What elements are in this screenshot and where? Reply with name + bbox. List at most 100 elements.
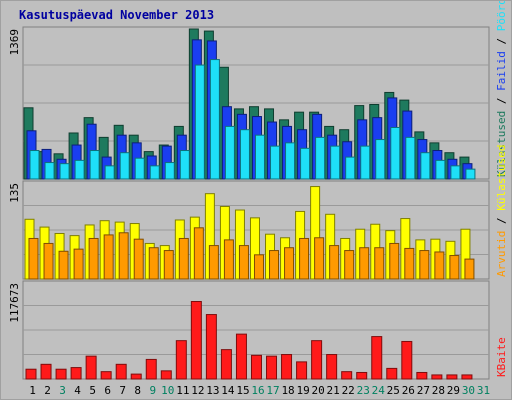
top-bar-series3-day17 — [270, 145, 281, 180]
middle-panel: 135 Arvutid / Külastused — [8, 145, 508, 280]
top-side-label-part: Failid — [495, 51, 508, 91]
chart-title: Kasutuspäevad November 2013 — [19, 8, 214, 22]
top-bar-series3-day2 — [44, 162, 55, 180]
middle-bar-series2-day21 — [329, 245, 340, 280]
top-bar-series3-day25 — [390, 127, 401, 180]
middle-bar-series2-day22 — [344, 250, 355, 280]
x-tick-label-22: 22 — [342, 384, 355, 397]
top-bar-series3-day19 — [300, 147, 311, 180]
middle-bar-series2-day10 — [163, 250, 174, 280]
top-bar-series3-day3 — [59, 163, 70, 180]
top-bar-series3-day8 — [134, 157, 145, 180]
x-tick-label-2: 2 — [44, 384, 51, 397]
x-tick-label-27: 27 — [417, 384, 430, 397]
x-tick-label-8: 8 — [134, 384, 141, 397]
x-tick-label-6: 6 — [104, 384, 111, 397]
top-side-label-part: Pöördumised — [495, 1, 508, 31]
x-tick-label-13: 13 — [206, 384, 219, 397]
x-tick-label-21: 21 — [327, 384, 340, 397]
x-tick-label-10: 10 — [161, 384, 174, 397]
bottom-bar-series1-day14 — [220, 349, 232, 380]
x-tick-label-1: 1 — [29, 384, 36, 397]
x-tick-label-26: 26 — [402, 384, 415, 397]
bottom-bar-series1-day26 — [401, 340, 413, 380]
x-tick-label-24: 24 — [372, 384, 386, 397]
bottom-bar-series1-day15 — [235, 333, 247, 380]
top-bar-series3-day26 — [405, 136, 416, 180]
middle-side-label-part: Külastused — [495, 145, 508, 211]
bottom-bar-series1-day4 — [70, 367, 82, 380]
x-tick-label-14: 14 — [221, 384, 235, 397]
bottom-bar-series1-day11 — [175, 340, 187, 380]
middle-bar-series2-day1 — [28, 237, 39, 280]
top-bar-series3-day13 — [209, 59, 220, 180]
x-tick-label-17: 17 — [266, 384, 279, 397]
middle-bar-series2-day13 — [208, 245, 219, 280]
bottom-bar-series1-day5 — [85, 355, 97, 380]
x-axis-labels: 1 2 3 4 5 6 7 8 9 10 11 12 13 14 15 16 17 18 19 20 21 22 23 24 2… — [29, 384, 490, 397]
bottom-bar-series1-day29 — [446, 374, 458, 380]
middle-bar-series2-day2 — [43, 242, 54, 280]
bottom-ymax-label: 117673 — [8, 283, 21, 323]
middle-bar-series2-day30 — [464, 258, 475, 280]
x-tick-label-29: 29 — [447, 384, 460, 397]
bottom-bar-series1-day19 — [296, 361, 308, 380]
bottom-panel: 117673 KBaite — [8, 280, 508, 380]
middle-bar-series2-day26 — [404, 247, 415, 280]
x-tick-label-18: 18 — [281, 384, 294, 397]
bottom-bar-series1-day12 — [190, 300, 202, 380]
x-tick-label-31: 31 — [477, 384, 490, 397]
bottom-side-label-part: KBaite — [495, 337, 508, 377]
top-bar-series3-day28 — [435, 159, 446, 180]
middle-bar-series2-day14 — [223, 239, 234, 280]
bottom-bar-series1-day17 — [266, 355, 278, 380]
bottom-bar-series1-day9 — [145, 358, 157, 380]
x-tick-label-16: 16 — [251, 384, 264, 397]
bottom-bar-series1-day7 — [115, 363, 127, 380]
top-bar-series3-day14 — [224, 125, 235, 180]
top-bar-series3-day9 — [149, 165, 160, 180]
middle-bar-series2-day27 — [419, 250, 430, 280]
middle-bar-series2-day3 — [58, 250, 69, 280]
top-bar-series3-day6 — [104, 165, 115, 180]
bottom-bar-series1-day27 — [416, 371, 428, 380]
x-tick-label-4: 4 — [74, 384, 81, 397]
bottom-bar-series1-day28 — [431, 374, 443, 380]
x-tick-label-23: 23 — [357, 384, 370, 397]
top-side-label-part: Külastused — [495, 111, 508, 177]
middle-bar-series2-day9 — [148, 247, 159, 280]
bottom-bar-series1-day25 — [386, 367, 398, 380]
bottom-bar-series1-day16 — [250, 354, 262, 380]
x-tick-label-3: 3 — [59, 384, 66, 397]
top-bar-series3-day5 — [89, 150, 100, 180]
top-ymax-label: 1369 — [8, 29, 21, 56]
top-bar-series3-day24 — [375, 139, 386, 180]
top-bar-series3-day30 — [465, 168, 476, 180]
bottom-bar-series1-day23 — [356, 371, 368, 380]
bottom-bar-series1-day20 — [311, 340, 323, 380]
middle-bar-series2-day25 — [389, 242, 400, 280]
x-tick-label-9: 9 — [149, 384, 156, 397]
x-tick-label-5: 5 — [89, 384, 96, 397]
top-panel: 1369 Külastused / Failid / Pöördumised — [8, 0, 508, 180]
bottom-bar-series1-day10 — [160, 370, 172, 380]
middle-bar-series2-day16 — [253, 254, 264, 280]
bottom-bar-series1-day18 — [281, 354, 293, 380]
middle-bar-series2-day11 — [178, 237, 189, 280]
top-bar-series3-day12 — [194, 64, 205, 180]
top-bar-series3-day27 — [420, 152, 431, 180]
bottom-bar-series1-day21 — [326, 354, 338, 380]
middle-bar-series2-day19 — [299, 237, 310, 280]
bottom-bar-series1-day1 — [25, 368, 37, 380]
middle-bar-series2-day17 — [269, 250, 280, 280]
x-tick-label-25: 25 — [387, 384, 400, 397]
x-tick-label-12: 12 — [191, 384, 204, 397]
top-bar-series3-day1 — [29, 150, 40, 180]
middle-bar-series2-day7 — [118, 232, 129, 280]
bottom-bar-series1-day13 — [205, 314, 217, 380]
x-tick-label-30: 30 — [462, 384, 475, 397]
x-tick-label-15: 15 — [236, 384, 249, 397]
